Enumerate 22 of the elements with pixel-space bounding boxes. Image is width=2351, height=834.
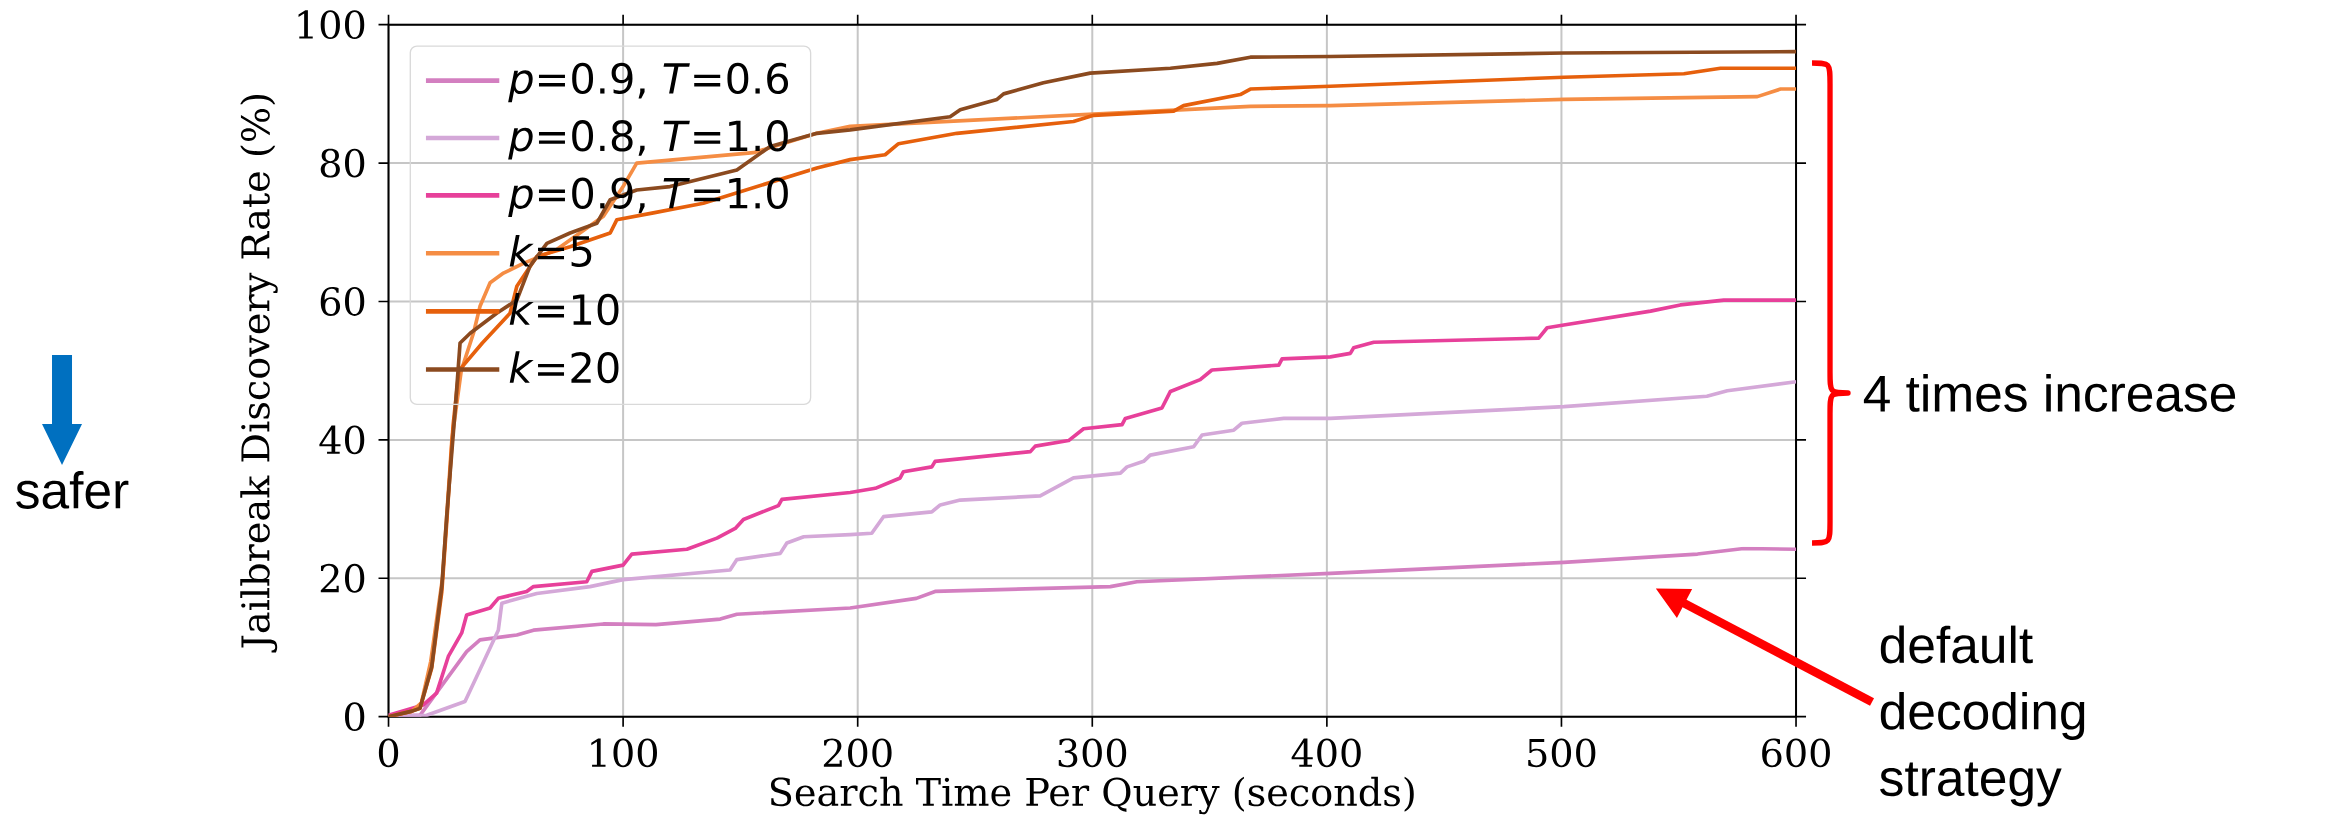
x-tick-label: 400 <box>1291 738 1361 768</box>
text: default decoding strategy <box>1880 625 2085 807</box>
legend-label: p=0.8, T=1.0 <box>508 120 788 160</box>
x-axis-title: Search Time Per Query (seconds) <box>770 776 1414 815</box>
legend-label: p=0.9, T=0.6 <box>508 62 789 103</box>
x-tick-label: 300 <box>1058 738 1127 768</box>
x-tick-label: 500 <box>1528 738 1596 768</box>
x-tick-label: 200 <box>823 738 892 768</box>
text: safer <box>16 471 129 509</box>
y-tick-label: 20 <box>320 563 365 593</box>
x-tick-label: 100 <box>591 738 658 768</box>
y-axis-title: Jailbreak Discovery Rate (%) <box>240 95 278 653</box>
y-tick-label: 0 <box>344 702 365 732</box>
legend-label: k=20 <box>509 351 619 384</box>
x-tick-label: 600 <box>1762 738 1830 768</box>
text: 4 times increase <box>1863 374 2236 412</box>
y-tick-label: 60 <box>320 287 365 316</box>
y-tick-label: 40 <box>319 425 365 455</box>
legend-label: k=10 <box>509 293 619 326</box>
y-tick-label: 100 <box>298 10 365 40</box>
x-tick-label: 0 <box>378 738 399 768</box>
y-tick-label: 80 <box>320 148 365 178</box>
